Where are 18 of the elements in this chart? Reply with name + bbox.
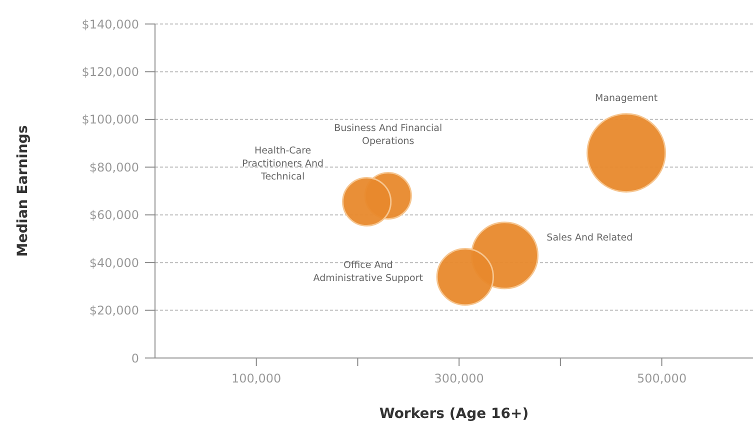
- annotation: Management: [595, 92, 658, 104]
- x-tick-label: 300,000: [434, 372, 484, 386]
- x-tick-label: 500,000: [636, 372, 687, 386]
- y-tick-label: $100,000: [82, 112, 139, 127]
- x-tick-label: 100,000: [232, 372, 282, 386]
- y-tick-label: $120,000: [82, 64, 139, 79]
- y-tick-label: $140,000: [82, 17, 139, 32]
- annotation: Office And Administrative Support: [313, 260, 424, 284]
- y-axis-title: Median Earnings: [14, 125, 31, 257]
- y-tick-label: $20,000: [89, 304, 139, 318]
- x-axis-title: Workers (Age 16+): [379, 406, 529, 422]
- annotation: Sales And Related: [546, 232, 633, 244]
- y-tick-label: $60,000: [89, 208, 139, 222]
- annotation: Business And Financial Operations: [334, 122, 442, 147]
- y-tick-label: $80,000: [89, 160, 139, 174]
- y-tick-label: 0: [131, 351, 139, 366]
- annotation: Health-Care Practitioners And Technical: [242, 146, 324, 183]
- y-tick-label: $40,000: [89, 256, 139, 270]
